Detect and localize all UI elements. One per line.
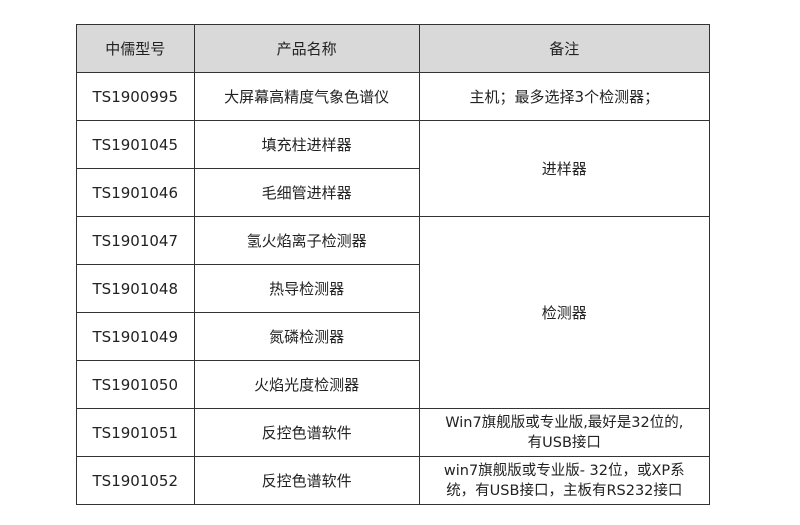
note-cell: 进样器 xyxy=(418,120,711,217)
model-cell: TS1901048 xyxy=(76,264,195,313)
table-row: TS1901045 填充柱进样器 进样器 xyxy=(76,120,711,217)
header-note: 备注 xyxy=(418,24,711,73)
header-name: 产品名称 xyxy=(193,24,420,73)
name-cell: 热导检测器 xyxy=(193,264,420,313)
note-line: 有USB接口 xyxy=(527,434,601,451)
table-row: TS1901047 氢火焰离子检测器 检测器 xyxy=(76,216,711,409)
table-row: TS1901049 氮磷检测器 xyxy=(76,312,710,361)
name-cell: 氮磷检测器 xyxy=(193,312,420,361)
model-cell: TS1901051 xyxy=(76,408,195,457)
name-cell: 大屏幕高精度气象色谱仪 xyxy=(193,72,420,121)
name-cell: 反控色谱软件 xyxy=(193,456,420,505)
model-cell: TS1901047 xyxy=(76,216,195,265)
note-line: Win7旗舰版或专业版,最好是32位的, xyxy=(445,414,684,431)
note-line: win7旗舰版或专业版- 32位，或XP系 xyxy=(443,462,685,479)
header-model: 中儒型号 xyxy=(76,24,195,73)
name-cell: 反控色谱软件 xyxy=(193,408,420,457)
note-cell: win7旗舰版或专业版- 32位，或XP系 统，有USB接口，主板有RS232接… xyxy=(418,456,711,505)
model-cell: TS1901046 xyxy=(76,168,195,217)
model-cell: TS1901045 xyxy=(76,120,195,169)
table-row: TS1901046 毛细管进样器 xyxy=(76,168,710,217)
table-row: TS1900995 大屏幕高精度气象色谱仪 主机；最多选择3个检测器； xyxy=(76,72,711,121)
note-line: 统，有USB接口，主板有RS232接口 xyxy=(446,482,683,499)
table-row: TS1901048 热导检测器 xyxy=(76,264,710,313)
table-row: TS1901050 火焰光度检测器 xyxy=(76,360,710,409)
note-cell: 检测器 xyxy=(418,216,711,409)
note-cell: 主机；最多选择3个检测器； xyxy=(418,72,711,121)
model-cell: TS1901052 xyxy=(76,456,195,505)
model-cell: TS1901050 xyxy=(76,360,195,409)
name-cell: 火焰光度检测器 xyxy=(193,360,420,409)
model-cell: TS1901049 xyxy=(76,312,195,361)
product-table: 中儒型号 产品名称 备注 TS1900995 大屏幕高精度气象色谱仪 主机；最多… xyxy=(76,24,711,505)
table-header-row: 中儒型号 产品名称 备注 xyxy=(76,24,711,73)
name-cell: 填充柱进样器 xyxy=(193,120,420,169)
name-cell: 毛细管进样器 xyxy=(193,168,420,217)
table-row: TS1901051 反控色谱软件 Win7旗舰版或专业版,最好是32位的, 有U… xyxy=(76,408,711,457)
note-cell: Win7旗舰版或专业版,最好是32位的, 有USB接口 xyxy=(418,408,711,457)
table-row: TS1901052 反控色谱软件 win7旗舰版或专业版- 32位，或XP系 统… xyxy=(76,456,711,505)
name-cell: 氢火焰离子检测器 xyxy=(193,216,420,265)
model-cell: TS1900995 xyxy=(76,72,195,121)
